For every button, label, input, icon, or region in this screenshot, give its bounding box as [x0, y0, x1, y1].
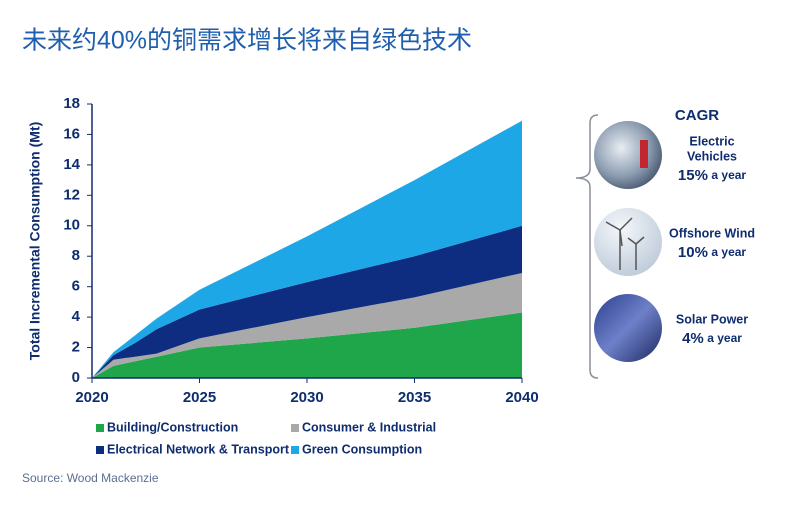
legend-swatch	[291, 424, 299, 432]
solar-image	[594, 294, 662, 362]
legend-label: Consumer & Industrial	[302, 420, 436, 434]
plot: 0 2 4 6 8 10 12 14 16 18 2020 2025 2030 2035 2040 Build…	[63, 95, 755, 456]
legend-label: Building/Construction	[107, 420, 238, 434]
y-tick-label: 14	[63, 156, 80, 173]
source: Source: Wood Mackenzie	[22, 471, 159, 485]
y-tick-label: 16	[63, 125, 80, 142]
area	[92, 312, 522, 378]
y-tick-label: 12	[63, 186, 80, 203]
area	[92, 120, 522, 378]
legend-label: Electrical Network & Transport	[107, 442, 290, 456]
cagr-rate-unit: a year	[711, 168, 746, 182]
legend-swatch	[96, 424, 104, 432]
cagr-rate-unit: a year	[707, 331, 742, 345]
cagr-label: Vehicles	[687, 149, 737, 163]
cagr-rate-value: 15%	[678, 167, 708, 184]
bracket	[575, 114, 599, 379]
y-tick-label: 6	[72, 278, 80, 295]
cagr-rate: 4% a year	[682, 330, 742, 347]
legend-swatch	[291, 446, 299, 454]
chart-title: 未来约40%的铜需求增长将来自绿色技术	[22, 27, 472, 55]
x-tick-label: 2040	[505, 389, 538, 406]
area	[92, 225, 522, 378]
ev-image	[594, 121, 662, 189]
x-tick-label: 2035	[398, 389, 431, 406]
cagr-rate: 15% a year	[678, 167, 747, 184]
cagr-title: CAGR	[675, 107, 719, 124]
cagr-rate: 10% a year	[678, 244, 747, 261]
cagr-rate-value: 10%	[678, 244, 708, 261]
wind-image	[594, 208, 662, 276]
wind-turbines	[605, 217, 645, 270]
y-tick-label: 10	[63, 217, 80, 234]
cagr-label: Offshore Wind	[669, 226, 755, 240]
y-tick-label: 4	[72, 308, 81, 325]
y-tick-label: 8	[72, 247, 80, 264]
cagr-rate-value: 4%	[682, 330, 704, 347]
cagr-label: Solar Power	[676, 312, 748, 326]
x-tick-label: 2025	[183, 389, 216, 406]
cagr-rate-unit: a year	[711, 245, 746, 259]
y-tick-label: 0	[72, 369, 80, 386]
y-tick-label: 2	[72, 339, 80, 356]
cagr-label: Electric	[689, 134, 734, 148]
x-tick-label: 2030	[290, 389, 323, 406]
legend-label: Green Consumption	[302, 442, 422, 456]
legend-swatch	[96, 446, 104, 454]
ev-image-detail	[640, 140, 648, 168]
area	[92, 272, 522, 378]
y-axis-label: Total Incremental Consumption (Mt)	[27, 122, 43, 361]
y-tick-label: 18	[63, 95, 80, 112]
x-tick-label: 2020	[75, 389, 108, 406]
